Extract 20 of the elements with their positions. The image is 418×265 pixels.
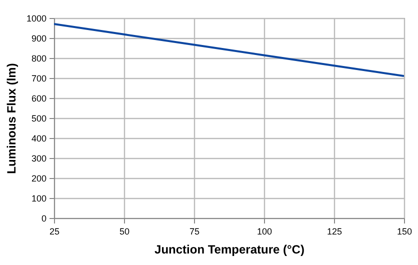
y-tick-label: 700 <box>31 74 46 84</box>
y-tick-label: 100 <box>31 194 46 204</box>
x-tick-label: 100 <box>256 226 272 236</box>
y-tick-label: 600 <box>31 94 46 104</box>
y-tick-label: 900 <box>31 34 46 44</box>
y-tick-label: 400 <box>31 134 46 144</box>
line-series <box>54 23 404 77</box>
x-tick-label: 25 <box>49 226 60 236</box>
y-axis-title: Luminous Flux (lm) <box>4 63 18 174</box>
x-axis-title: Junction Temperature (°C) <box>154 242 304 256</box>
x-tick-label: 150 <box>396 226 412 236</box>
x-tick-label: 75 <box>189 226 200 236</box>
x-tick-label: 125 <box>326 226 342 236</box>
x-tick-label: 50 <box>119 226 130 236</box>
y-tick-label: 300 <box>31 154 46 164</box>
y-tick-label: 800 <box>31 54 46 64</box>
y-tick-label: 1000 <box>26 14 46 24</box>
y-tick-label: 200 <box>31 174 46 184</box>
y-tick-label: 500 <box>31 114 46 124</box>
y-tick-label: 0 <box>41 214 46 224</box>
